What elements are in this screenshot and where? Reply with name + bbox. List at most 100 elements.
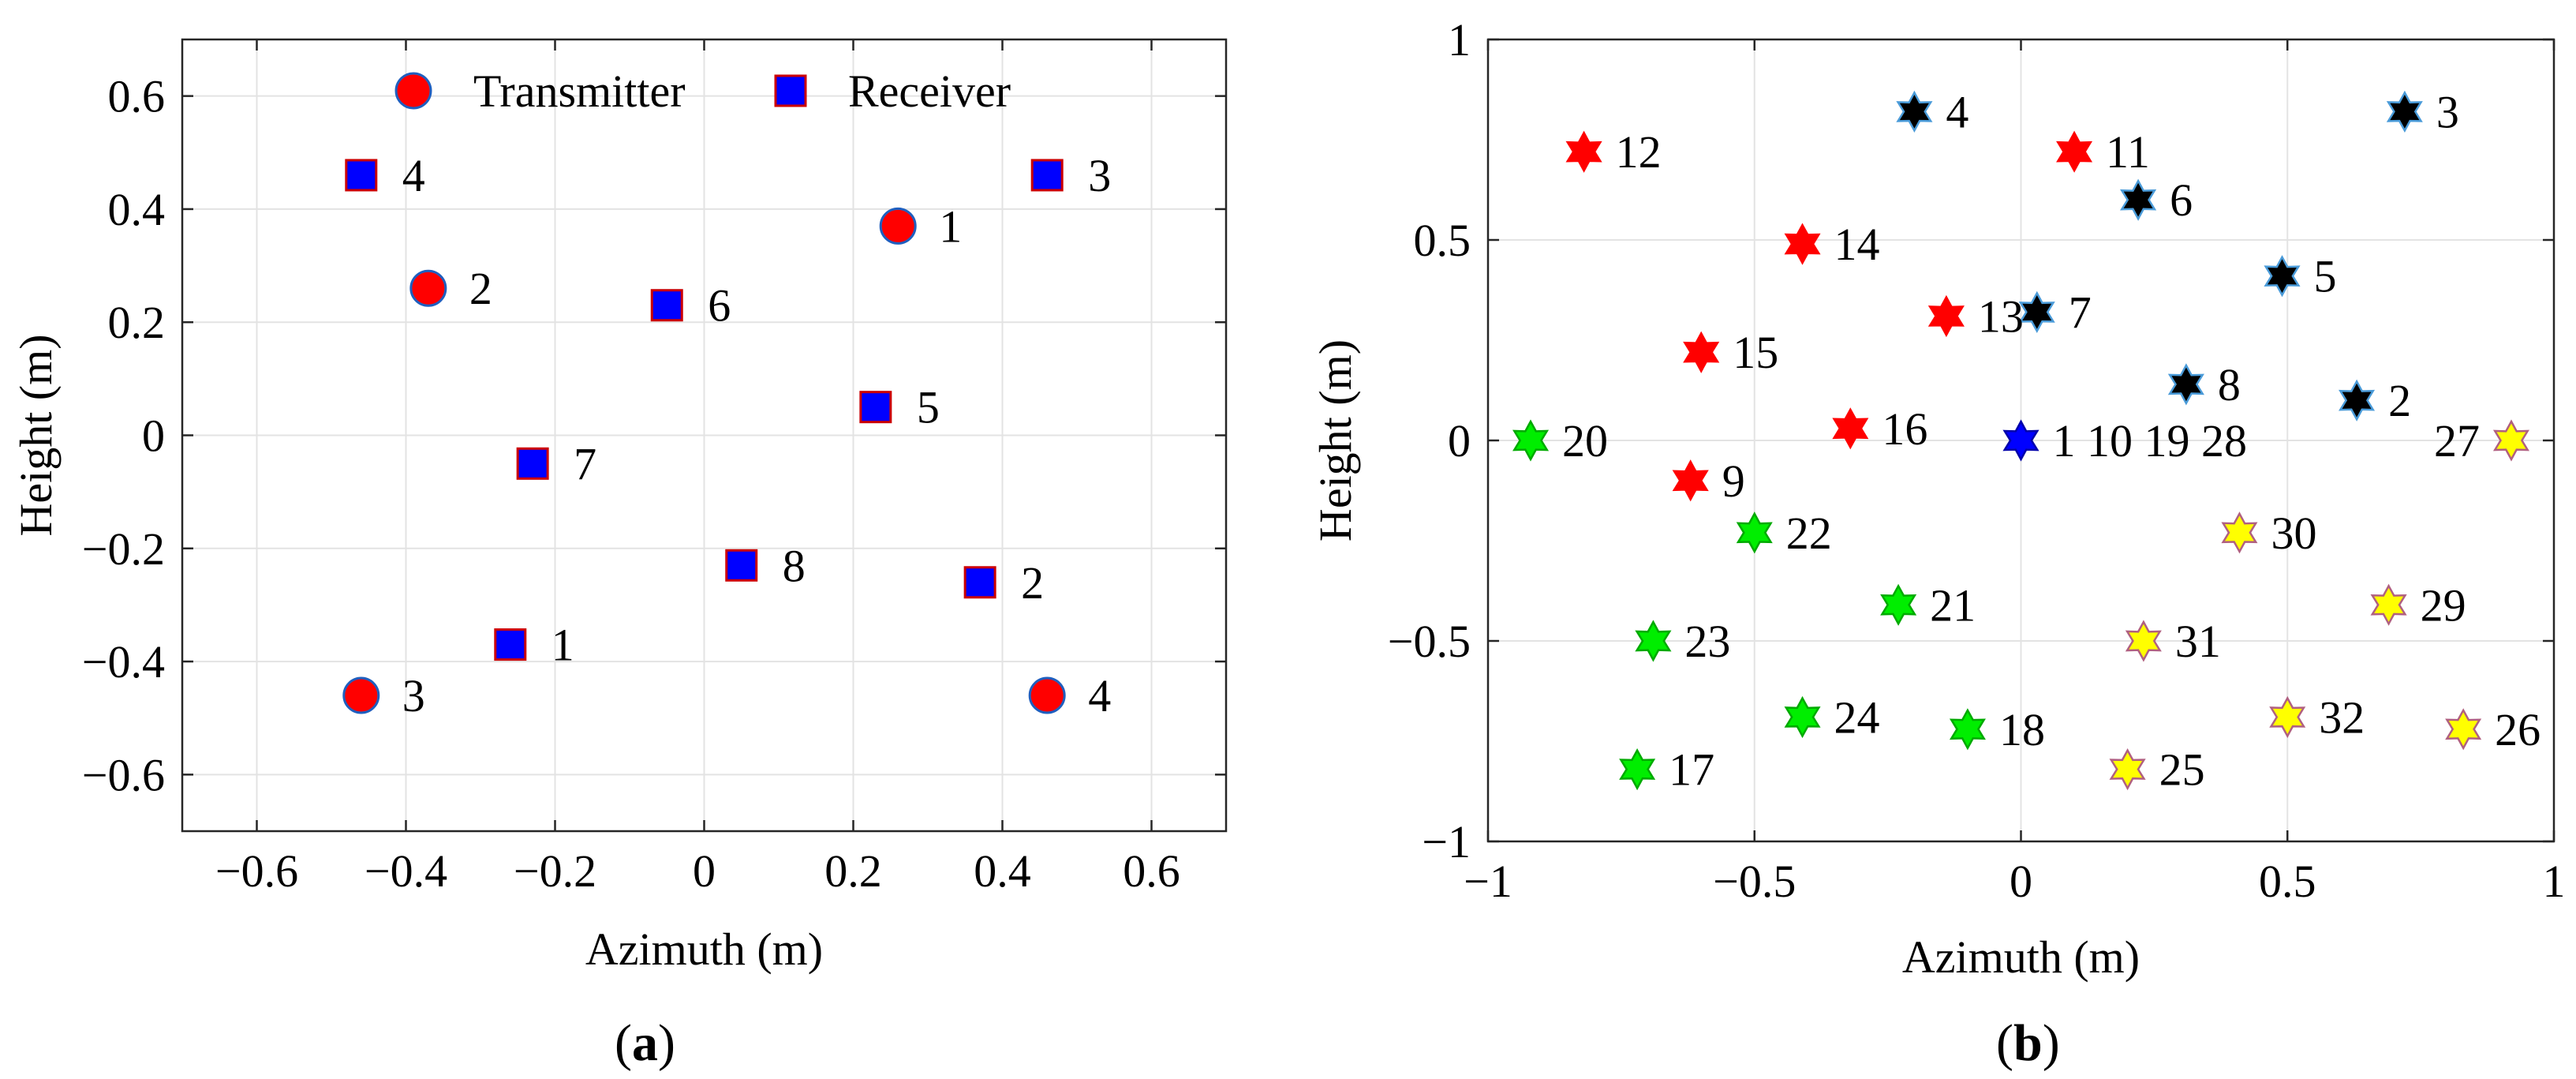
hexagram-marker	[2018, 290, 2055, 333]
y-tick-label: −0.5	[1388, 616, 1471, 667]
point-label: 27	[2434, 415, 2480, 466]
hexagram-marker	[1672, 459, 1709, 502]
receiver-marker	[650, 289, 683, 322]
point-label: 24	[1834, 692, 1880, 744]
x-tick-label: 0	[2010, 856, 2032, 907]
hexagram-marker	[1736, 511, 1773, 554]
panel-a-caption: (a)	[615, 1014, 675, 1072]
point-label: 14	[1834, 219, 1880, 270]
point-label: 4	[1088, 670, 1111, 721]
receiver-marker	[494, 628, 527, 661]
point-label: 11	[2106, 126, 2150, 178]
transmitter-marker	[879, 207, 917, 245]
panel-a-legend: Transmitter Receiver	[394, 66, 1011, 117]
receiver-marker	[963, 566, 996, 599]
hexagram-marker	[1832, 407, 1869, 450]
hexagram-marker	[2269, 695, 2306, 739]
x-tick-label: −1	[1464, 856, 1512, 907]
point-label: 20	[1562, 415, 1608, 466]
point-label: 26	[2495, 704, 2540, 755]
panel-b-ylabel: Height (m)	[1310, 339, 1361, 541]
point-label: 8	[783, 540, 806, 591]
point-label: 6	[2170, 174, 2193, 226]
point-label: 8	[2218, 359, 2241, 410]
point-label: 2	[469, 263, 492, 314]
x-tick-label: 0	[693, 845, 716, 897]
transmitter-marker	[1028, 676, 1066, 714]
hexagram-marker	[2167, 363, 2204, 406]
hexagram-marker	[1896, 90, 1933, 133]
point-label: 7	[2069, 287, 2092, 338]
x-tick-label: 0.6	[1123, 845, 1180, 897]
point-label: 25	[2159, 744, 2205, 796]
point-label: 31	[2175, 616, 2221, 667]
hexagram-marker	[2221, 511, 2258, 554]
hexagram-marker	[2339, 379, 2376, 421]
hexagram-marker	[1949, 708, 1986, 751]
point-label: 16	[1882, 403, 1927, 455]
hexagram-marker	[1635, 620, 1672, 662]
point-label: 9	[1722, 455, 1745, 507]
hexagram-marker	[2056, 130, 2093, 173]
hexagram-marker	[2370, 583, 2407, 626]
hexagram-marker	[1784, 223, 1821, 265]
legend-receiver-label: Receiver	[848, 66, 1011, 117]
panel-a-xlabel: Azimuth (m)	[585, 924, 823, 975]
x-tick-label: 0.5	[2259, 856, 2316, 907]
panel-b-marks: 2345678911121314151617182021222324252627…	[1512, 86, 2540, 796]
y-tick-label: 0.4	[108, 184, 166, 235]
x-tick-label: −0.2	[514, 845, 596, 897]
hexagram-marker	[1784, 695, 1821, 739]
point-label: 1	[939, 200, 962, 252]
point-label: 1	[551, 620, 574, 671]
receiver-marker	[1030, 159, 1064, 192]
panel-a-grid	[182, 39, 1226, 831]
legend-transmitter-label: Transmitter	[473, 66, 686, 117]
x-tick-label: −0.5	[1713, 856, 1796, 907]
point-label: 30	[2271, 508, 2316, 559]
point-label: 3	[1088, 150, 1111, 201]
point-label: 29	[2421, 579, 2466, 631]
hexagram-marker	[2386, 90, 2423, 133]
y-tick-label: −1	[1422, 816, 1471, 867]
point-label: 13	[1978, 291, 2024, 343]
hexagram-marker	[2264, 255, 2301, 298]
point-label: 6	[708, 280, 731, 332]
point-label: 32	[2319, 692, 2365, 744]
x-tick-label: −0.4	[365, 845, 447, 897]
point-label: 1 10 19 28	[2053, 415, 2248, 466]
point-label: 23	[1684, 616, 1730, 667]
point-label: 22	[1786, 508, 1832, 559]
y-tick-label: −0.4	[82, 636, 165, 687]
hexagram-marker	[1512, 419, 1550, 462]
y-tick-label: −0.2	[82, 523, 165, 575]
hexagram-marker	[2120, 178, 2157, 221]
transmitter-marker	[409, 269, 447, 307]
hexagram-marker	[1927, 294, 1965, 338]
panel-b-xlabel: Azimuth (m)	[1902, 931, 2140, 983]
hexagram-marker	[1619, 748, 1656, 791]
point-label: 21	[1930, 579, 1976, 631]
y-tick-label: 0	[1448, 415, 1471, 466]
panel-a: −0.6 −0.4 −0.2 0 0.2 0.4 0.6 −0.6 −0.4 −0.2 0 0.2 0.…	[10, 38, 1228, 1072]
y-tick-label: 1	[1448, 14, 1471, 66]
y-tick-label: 0.5	[1414, 215, 1471, 266]
panel-a-caption-letter: a	[632, 1014, 658, 1072]
point-label: 3	[402, 670, 425, 721]
x-tick-label: 0.4	[974, 845, 1031, 897]
point-label: 17	[1669, 744, 1714, 796]
point-label: 18	[1999, 704, 2045, 755]
transmitter-marker	[342, 676, 380, 714]
hexagram-marker	[2109, 747, 2146, 791]
y-tick-label: 0	[142, 410, 165, 462]
panel-b-caption: (b)	[1996, 1014, 2060, 1072]
point-label: 4	[1946, 86, 1968, 137]
y-tick-label: −0.6	[82, 749, 165, 800]
legend-receiver-marker	[774, 74, 807, 107]
hexagram-marker	[2492, 419, 2529, 462]
hexagram-marker	[2445, 708, 2482, 751]
legend-transmitter-marker	[394, 72, 432, 110]
point-label: 2	[2388, 375, 2411, 426]
panel-b: −1 −0.5 0 0.5 1−1−0.500.51 23456789111213141…	[1310, 14, 2566, 1072]
